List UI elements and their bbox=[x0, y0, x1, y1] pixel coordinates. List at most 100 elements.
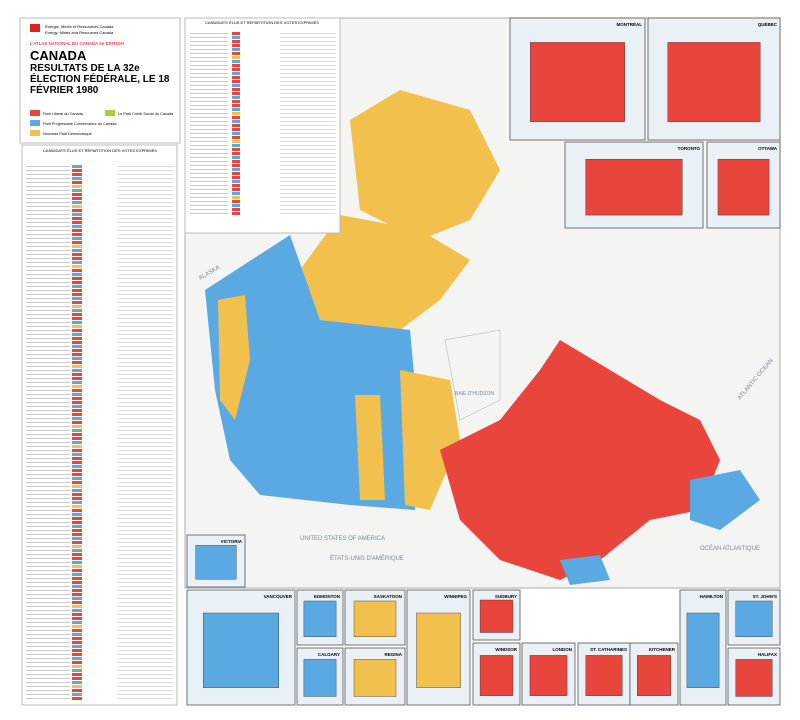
inset-area bbox=[303, 659, 337, 697]
row-cell bbox=[72, 677, 82, 680]
inset-area bbox=[479, 599, 514, 633]
row-cell bbox=[72, 453, 82, 456]
maritimes bbox=[690, 470, 760, 530]
inset-label: SUDBURY bbox=[495, 594, 517, 599]
inset-label: HAMILTON bbox=[700, 594, 723, 599]
row-cell bbox=[72, 625, 82, 628]
row-cell bbox=[72, 565, 82, 568]
row-cell bbox=[232, 176, 240, 179]
top-table-title: CANDIDATS ÉLUS ET RÉPARTITION DES VOTES … bbox=[205, 20, 319, 25]
row-cell bbox=[72, 221, 82, 224]
row-cell bbox=[232, 52, 240, 55]
row-cell bbox=[72, 545, 82, 548]
row-cell bbox=[232, 60, 240, 63]
row-cell bbox=[72, 517, 82, 520]
legend: Parti Libéral du Canada Parti Progressist… bbox=[30, 110, 174, 136]
row-cell bbox=[72, 477, 82, 480]
row-cell bbox=[72, 297, 82, 300]
inset-area bbox=[353, 659, 397, 697]
row-cell bbox=[232, 80, 240, 83]
inset-label: ST. JOHN'S bbox=[753, 594, 777, 599]
row-cell bbox=[232, 40, 240, 43]
manitoba-ndp bbox=[400, 370, 460, 510]
row-cell bbox=[232, 116, 240, 119]
row-cell bbox=[72, 229, 82, 232]
row-cell bbox=[232, 212, 240, 215]
row-cell bbox=[72, 373, 82, 376]
left-table bbox=[21, 144, 178, 706]
inset-label: WINNIPEG bbox=[444, 594, 467, 599]
row-cell bbox=[72, 449, 82, 452]
inset-area bbox=[735, 600, 773, 637]
row-cell bbox=[232, 32, 240, 35]
legend-label: Le Parti Crédit Social du Canada bbox=[118, 112, 174, 116]
row-cell bbox=[72, 533, 82, 536]
row-cell bbox=[232, 196, 240, 199]
inset-area bbox=[416, 612, 461, 688]
title: CANADA bbox=[30, 48, 87, 63]
row-cell bbox=[72, 605, 82, 608]
row-cell bbox=[72, 213, 82, 216]
row-cell bbox=[72, 393, 82, 396]
row-cell bbox=[72, 369, 82, 372]
row-cell bbox=[72, 589, 82, 592]
row-cell bbox=[72, 309, 82, 312]
row-cell bbox=[72, 597, 82, 600]
row-cell bbox=[72, 253, 82, 256]
row-cell bbox=[72, 489, 82, 492]
inset-label: KITCHENER bbox=[649, 647, 676, 652]
table-rows bbox=[26, 165, 174, 700]
row-cell bbox=[72, 305, 82, 308]
arctic-islands bbox=[350, 90, 500, 240]
row-cell bbox=[72, 681, 82, 684]
row-cell bbox=[72, 509, 82, 512]
row-cell bbox=[72, 513, 82, 516]
row-cell bbox=[72, 425, 82, 428]
agency-fr: Énergie, Mines et Ressources Canada bbox=[45, 24, 114, 29]
row-cell bbox=[72, 457, 82, 460]
inset-label: HALIFAX bbox=[758, 652, 777, 657]
row-cell bbox=[232, 184, 240, 187]
row-cell bbox=[72, 293, 82, 296]
inset-area bbox=[735, 659, 773, 697]
row-cell bbox=[72, 381, 82, 384]
row-cell bbox=[72, 209, 82, 212]
row-cell bbox=[72, 669, 82, 672]
row-cell bbox=[72, 217, 82, 220]
row-cell bbox=[72, 665, 82, 668]
bay-label: BAIE D'HUDSON bbox=[455, 391, 494, 397]
row-cell bbox=[72, 397, 82, 400]
row-cell bbox=[72, 593, 82, 596]
row-cell bbox=[72, 385, 82, 388]
row-cell bbox=[72, 581, 82, 584]
inset-area bbox=[202, 612, 279, 688]
row-cell bbox=[72, 233, 82, 236]
row-cell bbox=[72, 633, 82, 636]
row-cell bbox=[72, 285, 82, 288]
title-panel bbox=[19, 17, 181, 144]
row-cell bbox=[72, 261, 82, 264]
row-cell bbox=[232, 140, 240, 143]
row-cell bbox=[232, 168, 240, 171]
row-cell bbox=[232, 136, 240, 139]
yukon-bc-ndp bbox=[218, 295, 250, 420]
hudson-bay bbox=[444, 329, 501, 421]
landmass bbox=[205, 90, 760, 585]
row-cell bbox=[72, 357, 82, 360]
row-cell bbox=[232, 120, 240, 123]
row-cell bbox=[72, 469, 82, 472]
usa-label-en: UNITED STATES OF AMERICA bbox=[300, 536, 385, 542]
row-cell bbox=[232, 36, 240, 39]
inset-label: QUÉBEC bbox=[758, 20, 778, 27]
atlas-name: L'ATLAS NATIONAL DU CANADA 5e ÉDITION bbox=[30, 40, 124, 46]
inset-label: MONTRÉAL bbox=[617, 20, 643, 27]
inset-area bbox=[667, 42, 761, 122]
inset-label: WINDSOR bbox=[495, 647, 517, 652]
row-cell bbox=[232, 104, 240, 107]
row-cell bbox=[72, 281, 82, 284]
row-cell bbox=[232, 88, 240, 91]
inset-area bbox=[303, 600, 337, 637]
top-table-rows bbox=[190, 32, 336, 215]
row-cell bbox=[72, 249, 82, 252]
